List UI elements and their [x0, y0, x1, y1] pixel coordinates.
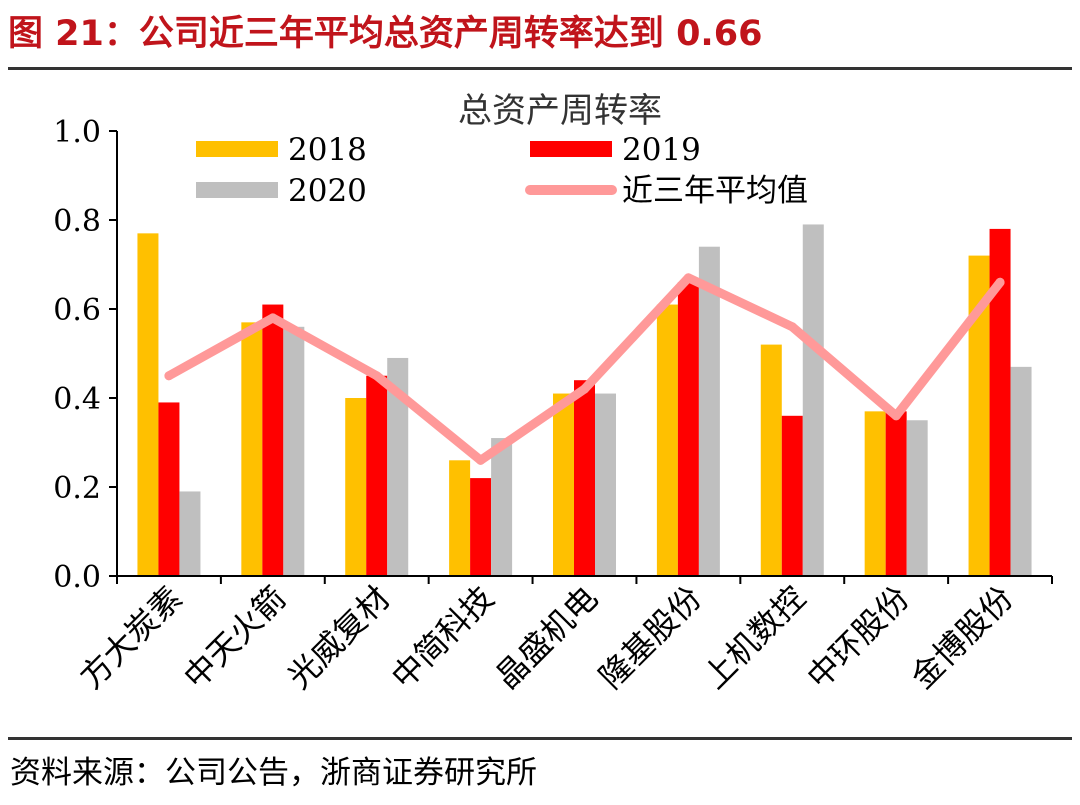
legend-swatch-2020 — [196, 182, 278, 198]
legend-swatch-2019 — [530, 141, 612, 157]
bar-2018 — [968, 255, 990, 576]
bar-2020 — [802, 224, 824, 576]
average-point — [787, 322, 797, 332]
average-point — [268, 313, 278, 323]
bar-2019 — [158, 402, 180, 576]
y-tick-label: 1.0 — [53, 115, 101, 150]
bar-2020 — [283, 326, 305, 576]
figure-title: 图 21：公司近三年平均总资产周转率达到 0.66 — [8, 14, 763, 54]
bar-2019 — [366, 375, 388, 576]
y-tick-label: 0.2 — [53, 471, 101, 506]
bar-2019 — [781, 415, 803, 576]
average-point — [891, 411, 901, 421]
bar-2019 — [885, 411, 907, 576]
bar-2018 — [864, 411, 886, 576]
average-point — [476, 455, 486, 465]
bar-2020 — [595, 393, 616, 576]
average-point — [995, 277, 1005, 287]
bar-2019 — [470, 478, 492, 576]
average-point — [580, 384, 589, 394]
x-tick-label: 上机数控 — [696, 579, 813, 696]
x-tick-label: 中环股份 — [799, 579, 916, 696]
x-tick-label: 隆基股份 — [592, 579, 709, 696]
bar-2018 — [241, 322, 263, 576]
average-point — [164, 371, 174, 381]
bar-2020 — [491, 438, 513, 576]
bar-2018 — [760, 344, 782, 576]
y-tick-label: 0.0 — [53, 560, 101, 595]
x-tick-label: 光威复材 — [280, 579, 397, 696]
legend-swatch-2018 — [196, 141, 278, 157]
y-tick-label: 0.4 — [53, 382, 101, 417]
bar-2018 — [345, 398, 367, 576]
y-tick-label: 0.6 — [53, 293, 101, 328]
average-point — [372, 371, 382, 381]
bottom-divider — [8, 737, 1072, 740]
bar-2020 — [906, 420, 928, 576]
x-tick-label: 中天火箭 — [176, 579, 293, 696]
legend-label: 2020 — [288, 173, 367, 209]
bar-2019 — [677, 282, 699, 576]
bar-2018 — [137, 233, 159, 576]
y-tick-label: 0.8 — [53, 204, 101, 239]
turnover-chart: 总资产周转率 0.0 0.2 0.4 0.6 0.8 1.0 方大炭素中天火箭光威复材中简科… — [53, 91, 1053, 696]
bar-2018 — [656, 304, 678, 576]
x-tick-label: 金博股份 — [903, 579, 1020, 696]
x-tick-label: 方大炭素 — [72, 579, 189, 696]
bar-2018 — [553, 393, 574, 576]
bar-2020 — [698, 246, 720, 576]
legend-label: 近三年平均值 — [622, 173, 808, 209]
bar-2020 — [1010, 366, 1032, 576]
bar-2019 — [989, 228, 1011, 576]
source-note: 资料来源：公司公告，浙商证券研究所 — [10, 755, 537, 791]
bar-2020 — [179, 491, 201, 576]
chart-title: 总资产周转率 — [458, 91, 662, 131]
bar-2019 — [574, 380, 595, 576]
x-tick-label: 中简科技 — [384, 579, 501, 696]
average-point — [683, 273, 693, 283]
legend-label: 2018 — [288, 132, 367, 168]
bar-2020 — [387, 357, 409, 576]
top-divider — [8, 67, 1072, 70]
x-tick-label: 晶盛机电 — [488, 579, 605, 696]
bar-2018 — [449, 460, 471, 576]
bar-2019 — [262, 304, 284, 576]
legend-label: 2019 — [622, 132, 701, 168]
